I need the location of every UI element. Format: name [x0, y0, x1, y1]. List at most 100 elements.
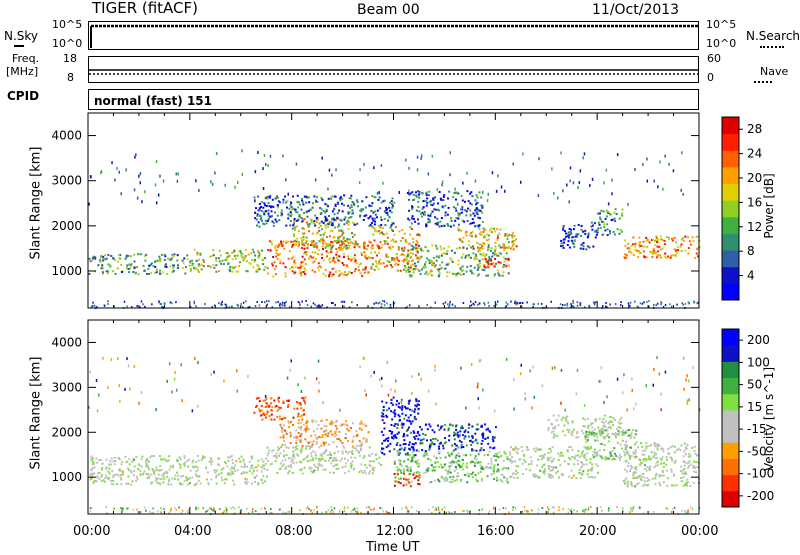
velocity-cell: [356, 445, 358, 447]
power-cell: [283, 248, 285, 250]
velocity-cell: [410, 423, 412, 425]
velocity-cell: [384, 428, 386, 430]
velocity-cell: [180, 458, 182, 460]
power-cell: [395, 262, 397, 264]
power-cell: [378, 261, 380, 263]
power-cell: [270, 250, 272, 252]
power-cell: [304, 269, 306, 271]
power-cell: [274, 212, 276, 214]
velocity-cell: [438, 507, 440, 509]
power-cell: [294, 263, 296, 265]
power-cell: [472, 218, 474, 220]
velocity-cell: [606, 435, 608, 437]
power-cell: [560, 240, 562, 242]
power-cell: [314, 304, 316, 306]
power-cell: [316, 247, 318, 249]
velocity-cell: [452, 425, 454, 427]
velocity-cell: [583, 454, 585, 456]
velocity-cell: [331, 509, 333, 511]
power-cell: [481, 207, 483, 209]
power-cell: [575, 236, 577, 238]
velocity-cell: [462, 463, 464, 465]
velocity-cell: [237, 469, 239, 471]
power-cell: [458, 260, 460, 262]
power-cell: [570, 303, 572, 305]
velocity-cell: [567, 429, 569, 431]
velocity-cell: [602, 457, 604, 459]
velocity-cell: [496, 455, 498, 457]
power-cell: [427, 215, 429, 217]
power-cell: [298, 301, 300, 303]
velocity-cell: [176, 389, 178, 392]
velocity-cell: [101, 480, 103, 482]
velocity-cell: [406, 469, 408, 471]
velocity-cell: [571, 434, 573, 436]
power-cell: [322, 246, 324, 248]
velocity-cell: [590, 458, 592, 460]
velocity-cell: [659, 373, 661, 376]
velocity-cell: [153, 512, 155, 514]
velocity-cell: [321, 455, 323, 457]
power-cell: [282, 302, 284, 304]
velocity-cell: [397, 423, 399, 425]
power-cell: [405, 241, 407, 243]
velocity-cell: [336, 446, 338, 448]
velocity-cell: [293, 408, 295, 410]
velocity-cell: [232, 459, 234, 461]
velocity-cell: [660, 393, 662, 396]
velocity-cell: [412, 420, 414, 422]
velocity-cell: [553, 415, 555, 417]
velocity-cell: [187, 484, 189, 486]
velocity-cell: [588, 431, 590, 433]
velocity-cell: [211, 461, 213, 463]
velocity-cell: [324, 425, 326, 427]
power-cell: [491, 256, 493, 258]
velocity-cell: [624, 483, 626, 485]
power-cell: [235, 266, 237, 268]
velocity-cell: [383, 510, 385, 512]
power-cell: [604, 229, 606, 231]
velocity-cell: [109, 460, 111, 462]
power-cell: [411, 228, 413, 230]
power-cell: [423, 206, 425, 208]
velocity-cell: [345, 420, 347, 422]
velocity-cell: [577, 436, 579, 438]
power-cell: [218, 302, 220, 304]
power-cell: [391, 224, 393, 226]
power-cell: [102, 268, 104, 270]
velocity-cell: [405, 506, 407, 508]
velocity-cell: [538, 449, 540, 451]
power-cell: [499, 252, 501, 254]
velocity-cell: [568, 476, 570, 478]
velocity-cell: [603, 449, 605, 451]
power-cell: [603, 181, 605, 184]
power-cell: [471, 272, 473, 274]
power-cell: [159, 258, 161, 260]
power-cell: [331, 246, 333, 248]
power-cell: [660, 248, 662, 250]
velocity-cell: [416, 510, 418, 512]
velocity-cell: [315, 457, 317, 459]
power-cell: [134, 261, 136, 263]
velocity-cell: [245, 483, 247, 485]
power-cell: [480, 247, 482, 249]
velocity-cell: [352, 446, 354, 448]
power-cell: [476, 202, 478, 204]
power-cell: [126, 265, 128, 267]
velocity-cell: [114, 508, 116, 510]
velocity-cell: [693, 461, 695, 463]
power-cell: [167, 258, 169, 260]
power-cell: [300, 237, 302, 239]
power-cell: [681, 189, 683, 192]
velocity-cell: [222, 467, 224, 469]
power-cell: [321, 254, 323, 256]
power-cell: [169, 266, 171, 268]
power-cell: [439, 191, 441, 193]
velocity-cell: [506, 456, 508, 458]
power-cell: [275, 256, 277, 258]
velocity-cell: [321, 420, 323, 422]
velocity-cell: [301, 390, 303, 393]
power-cell: [405, 270, 407, 272]
power-cell: [483, 228, 485, 230]
velocity-cell: [318, 360, 320, 363]
